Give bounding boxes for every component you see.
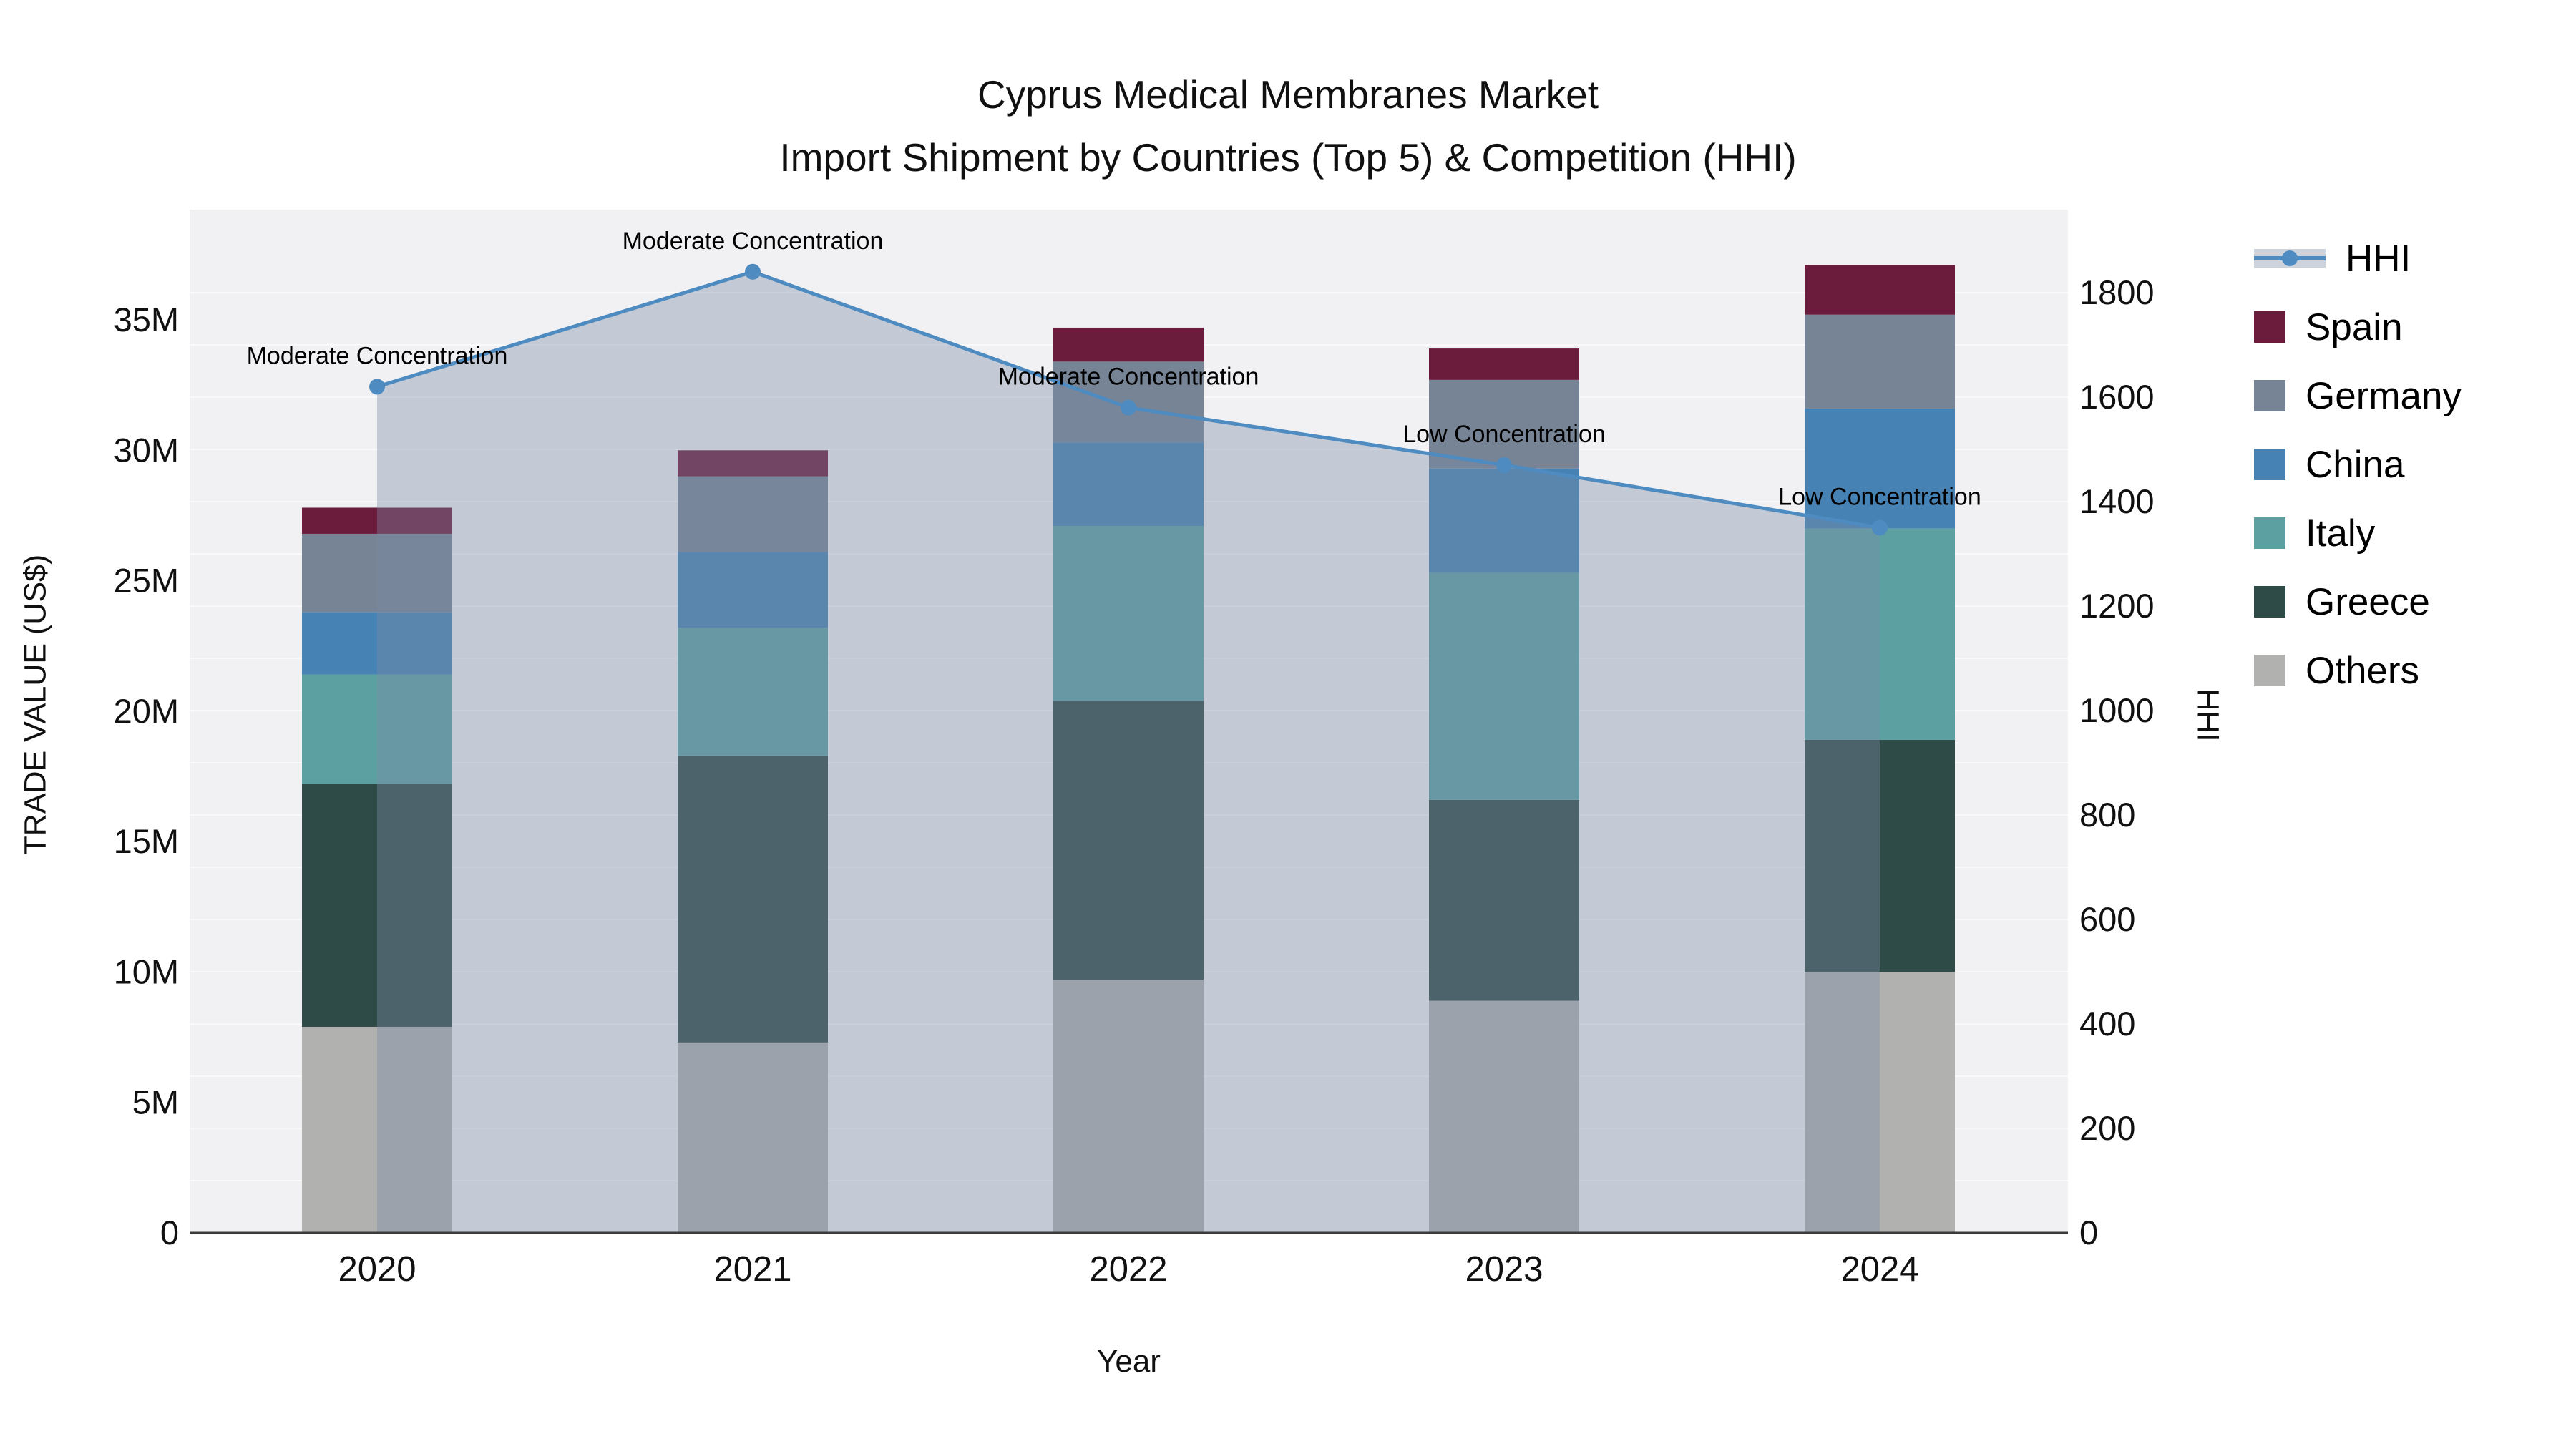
chart-title-line1: Cyprus Medical Membranes Market xyxy=(977,72,1599,117)
bar-segment-spain-2020 xyxy=(302,507,452,534)
bar-segment-germany-2020 xyxy=(302,533,452,613)
x-tick-2021: 2021 xyxy=(713,1250,791,1289)
y-right-tick-1200: 1200 xyxy=(2079,587,2155,625)
legend-line-dot xyxy=(2282,250,2298,266)
legend: HHI Spain Germany China Italy Greece Others xyxy=(2254,236,2462,693)
x-tick-2022: 2022 xyxy=(1089,1250,1167,1289)
bar-segment-spain-2024 xyxy=(1805,265,1955,315)
y-left-tick-5M: 5M xyxy=(132,1083,179,1121)
legend-item-china[interactable]: China xyxy=(2254,442,2462,487)
legend-swatch-others xyxy=(2254,655,2285,686)
bar-segment-italy-2020 xyxy=(302,674,452,784)
x-tick-2023: 2023 xyxy=(1465,1250,1543,1289)
bar-segment-germany-2023 xyxy=(1429,379,1579,469)
y-axis-left-title: TRADE VALUE (US$) xyxy=(18,554,53,855)
legend-swatch-greece xyxy=(2254,586,2285,618)
chart-title-line2: Import Shipment by Countries (Top 5) & C… xyxy=(779,135,1797,180)
y-axis-right-title: HHI xyxy=(2190,688,2225,742)
legend-swatch-germany xyxy=(2254,380,2285,411)
annotation-2024: Low Concentration xyxy=(1778,484,1981,511)
hhi-marker-2023 xyxy=(1496,457,1512,473)
y-left-tick-15M: 15M xyxy=(114,822,179,860)
legend-label-spain: Spain xyxy=(2306,306,2403,348)
bar-segment-others-2022 xyxy=(1053,980,1204,1233)
y-left-tick-10M: 10M xyxy=(114,952,179,990)
legend-label-greece: Greece xyxy=(2306,580,2430,623)
bar-segment-others-2024 xyxy=(1805,972,1955,1233)
legend-label-china: China xyxy=(2306,443,2405,486)
legend-swatch-china xyxy=(2254,449,2285,480)
y-right-tick-600: 600 xyxy=(2079,900,2135,938)
annotation-2023: Low Concentration xyxy=(1402,421,1606,448)
bar-segment-china-2020 xyxy=(302,612,452,675)
x-axis-title: Year xyxy=(1097,1344,1161,1379)
bar-segment-china-2022 xyxy=(1053,442,1204,527)
legend-label-germany: Germany xyxy=(2306,374,2462,417)
bar-segment-spain-2021 xyxy=(678,450,828,477)
bar-segment-greece-2024 xyxy=(1805,739,1955,972)
y-right-tick-1400: 1400 xyxy=(2079,482,2155,520)
y-right-tick-1800: 1800 xyxy=(2079,273,2155,311)
bar-segment-greece-2023 xyxy=(1429,799,1579,1001)
legend-item-spain[interactable]: Spain xyxy=(2254,305,2462,349)
y-right-tick-800: 800 xyxy=(2079,796,2135,834)
annotation-2020: Moderate Concentration xyxy=(247,342,508,369)
bar-segment-china-2021 xyxy=(678,552,828,628)
bar-segment-others-2023 xyxy=(1429,1000,1579,1233)
legend-item-others[interactable]: Others xyxy=(2254,648,2462,693)
legend-line-swatch-icon xyxy=(2254,246,2326,270)
x-tick-2020: 2020 xyxy=(338,1250,416,1289)
bar-segment-italy-2022 xyxy=(1053,526,1204,701)
annotation-2022: Moderate Concentration xyxy=(998,364,1259,391)
legend-swatch-italy xyxy=(2254,517,2285,549)
legend-swatch-spain xyxy=(2254,311,2285,343)
legend-label-italy: Italy xyxy=(2306,512,2376,555)
y-right-tick-400: 400 xyxy=(2079,1005,2135,1043)
y-right-tick-0: 0 xyxy=(2079,1214,2098,1252)
legend-item-hhi[interactable]: HHI xyxy=(2254,236,2462,280)
y-left-tick-20M: 20M xyxy=(114,692,179,730)
hhi-marker-2024 xyxy=(1872,519,1888,536)
bar-segment-germany-2021 xyxy=(678,476,828,552)
bar-segment-greece-2022 xyxy=(1053,701,1204,980)
bar-segment-greece-2020 xyxy=(302,784,452,1027)
y-left-tick-35M: 35M xyxy=(114,301,179,338)
annotation-2021: Moderate Concentration xyxy=(623,228,884,255)
y-right-tick-200: 200 xyxy=(2079,1109,2135,1147)
bar-segment-italy-2023 xyxy=(1429,572,1579,800)
bar-segment-greece-2021 xyxy=(678,755,828,1043)
y-left-tick-30M: 30M xyxy=(114,431,179,469)
hhi-area-fill xyxy=(377,271,1880,1233)
bar-segment-others-2020 xyxy=(302,1026,452,1233)
bar-segment-spain-2022 xyxy=(1053,327,1204,362)
legend-item-greece[interactable]: Greece xyxy=(2254,580,2462,624)
y-left-tick-25M: 25M xyxy=(114,562,179,600)
legend-item-germany[interactable]: Germany xyxy=(2254,374,2462,418)
legend-label-others: Others xyxy=(2306,649,2420,692)
bar-segment-italy-2021 xyxy=(678,628,828,756)
y-right-tick-1000: 1000 xyxy=(2079,691,2155,729)
legend-item-italy[interactable]: Italy xyxy=(2254,511,2462,555)
y-right-tick-1600: 1600 xyxy=(2079,378,2155,416)
bar-segment-others-2021 xyxy=(678,1042,828,1233)
hhi-marker-2022 xyxy=(1121,399,1136,416)
bar-segment-china-2024 xyxy=(1805,408,1955,529)
hhi-marker-2020 xyxy=(369,379,385,395)
bar-segment-italy-2024 xyxy=(1805,528,1955,740)
bar-segment-spain-2023 xyxy=(1429,348,1579,380)
legend-label-hhi: HHI xyxy=(2346,237,2411,280)
y-left-tick-0: 0 xyxy=(160,1214,179,1252)
bar-segment-germany-2024 xyxy=(1805,314,1955,409)
x-tick-2024: 2024 xyxy=(1840,1250,1918,1289)
bar-segment-china-2023 xyxy=(1429,468,1579,573)
hhi-marker-2021 xyxy=(745,263,761,280)
